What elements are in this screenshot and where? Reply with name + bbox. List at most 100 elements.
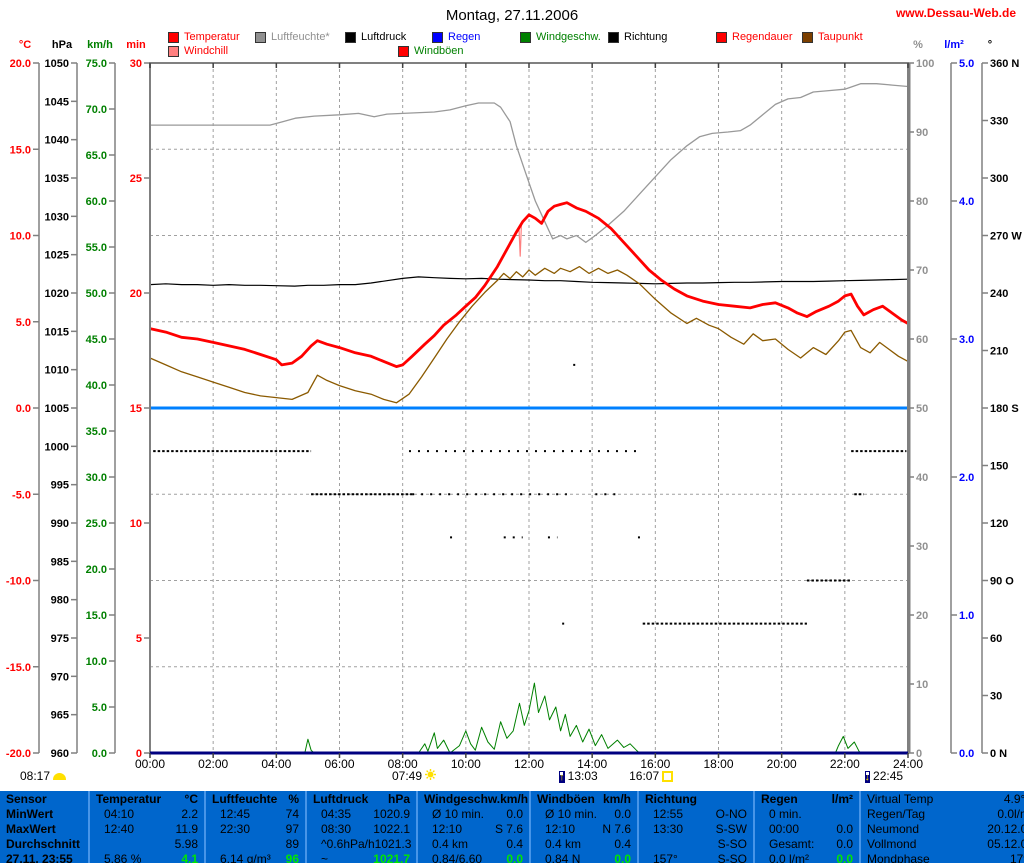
cell-time: 0 min. <box>769 806 802 821</box>
svg-text:60.0: 60.0 <box>86 196 107 208</box>
svg-text:10: 10 <box>130 518 142 530</box>
svg-text:10: 10 <box>916 679 928 691</box>
col-header: Temperatur <box>96 791 162 806</box>
sky-marker-0817: 08:17 <box>20 769 69 783</box>
page-title: Montag, 27.11.2006 <box>445 7 579 24</box>
row-label: 27.11. 23:55 <box>6 851 73 863</box>
legend-label: Luftfeuchte* <box>271 31 330 43</box>
svg-text:2.0: 2.0 <box>959 472 974 484</box>
col-header: Windgeschw.km/h <box>424 791 529 806</box>
cell-value: 2.2 <box>181 806 198 821</box>
x-tick-label: 06:00 <box>324 757 354 771</box>
col-unit: hPa <box>387 791 410 806</box>
legend-item-windchill: Windchill <box>168 45 228 57</box>
legend-swatch-icon <box>716 31 727 43</box>
wind-direction-dots <box>153 363 907 625</box>
moon-dome-icon <box>53 772 67 780</box>
cell-value: S 7.6 <box>494 821 523 836</box>
x-tick-label: 12:00 <box>514 757 544 771</box>
weather-chart: -20.0 -15.0 -10.0 -5.0 0.0 5.0 10.0 15.0 20.0 °C 9… <box>6 39 1022 771</box>
series-temperatur <box>149 201 909 369</box>
svg-text:0.0: 0.0 <box>16 403 31 415</box>
svg-text:1020: 1020 <box>45 288 69 300</box>
col-header: Windböen <box>537 791 595 806</box>
x-tick-label: 16:00 <box>640 757 670 771</box>
cell-value: 0.0 <box>836 821 853 836</box>
axis-unit-humidity: % <box>913 39 923 51</box>
cell-time: 6.14 g/m³ <box>220 851 271 863</box>
svg-text:3.0: 3.0 <box>959 334 974 346</box>
legend-swatch-icon <box>432 31 443 43</box>
svg-text:25.0: 25.0 <box>86 518 107 530</box>
svg-text:5.0: 5.0 <box>959 58 974 70</box>
info-label: Mondphase <box>867 851 930 863</box>
legend-swatch-icon <box>398 45 409 57</box>
cell-value: 1021.7 <box>373 851 410 863</box>
cell-time: 12:10 <box>432 821 463 836</box>
legend-label: Taupunkt <box>818 31 863 43</box>
svg-text:30: 30 <box>916 541 928 553</box>
svg-text:180 S: 180 S <box>990 403 1019 415</box>
svg-text:330: 330 <box>990 116 1008 128</box>
cell-value: 0.0 <box>836 851 853 863</box>
svg-text:30: 30 <box>990 691 1002 703</box>
svg-text:1010: 1010 <box>45 365 69 377</box>
legend-item-temperatur: Temperatur <box>168 31 240 43</box>
svg-text:1030: 1030 <box>45 211 69 223</box>
svg-text:20: 20 <box>130 288 142 300</box>
cell-value: S-SO <box>717 836 747 851</box>
svg-text:-15.0: -15.0 <box>6 662 31 674</box>
col-unit: l/m² <box>831 791 853 806</box>
svg-text:15: 15 <box>130 403 142 415</box>
cell-time: 00:00 <box>769 821 800 836</box>
moonset-flag-icon: ↓ <box>864 770 871 783</box>
svg-text:25: 25 <box>130 173 142 185</box>
svg-text:1050: 1050 <box>45 58 69 70</box>
axis-unit-rainduration: min <box>126 39 146 51</box>
cell-time: 13:30 <box>653 821 684 836</box>
chart-legend-row-2: Windchill Windböen <box>0 45 1024 58</box>
x-tick-label: 14:00 <box>577 757 607 771</box>
cell-value: 4.1 <box>181 851 198 863</box>
sky-marker-2245: ↓ 22:45 <box>862 769 904 783</box>
x-tick-label: 02:00 <box>198 757 228 771</box>
svg-text:970: 970 <box>51 671 69 683</box>
sun-moon-marker-row: 08:17 07:49 ↑ 13:03 16:07 ↓ 22:45 <box>0 769 1024 785</box>
axis-unit-temp: °C <box>19 39 31 51</box>
x-tick-label: 00:00 <box>135 757 165 771</box>
legend-item-windböen: Windböen <box>398 45 464 57</box>
sky-marker-0749: 07:49 <box>392 769 439 783</box>
svg-text:50: 50 <box>916 403 928 415</box>
legend-label: Windböen <box>414 45 464 57</box>
sky-marker-1607: 16:07 <box>629 769 676 783</box>
x-tick-label: 24:00 <box>893 757 923 771</box>
cell-value: 89 <box>285 836 299 851</box>
svg-text:70: 70 <box>916 265 928 277</box>
legend-label: Richtung <box>624 31 668 43</box>
cell-value: 11.9 <box>175 821 198 836</box>
cell-time: 157° <box>653 851 678 863</box>
sky-marker-time: 22:45 <box>873 769 904 783</box>
cell-value: 1020.9 <box>373 806 410 821</box>
daily-stats-table: Sensor MinWert MaxWert Durchschnitt 27.11. 2… <box>0 791 1024 863</box>
svg-text:0 N: 0 N <box>990 748 1007 760</box>
site-link[interactable]: www.Dessau-Web.de <box>895 6 1016 20</box>
cell-time: 0.0 l/m² <box>769 851 810 863</box>
svg-text:100: 100 <box>916 58 934 70</box>
row-label: Sensor <box>6 791 47 806</box>
svg-text:120: 120 <box>990 518 1008 530</box>
cell-time: 0.84 N <box>545 851 581 863</box>
svg-text:70.0: 70.0 <box>86 104 107 116</box>
cell-time: 0.4 km <box>432 836 469 851</box>
legend-item-regendauer: Regendauer <box>716 31 793 43</box>
svg-text:0.0: 0.0 <box>92 748 107 760</box>
cell-value: 0.4 <box>614 836 631 851</box>
svg-text:0: 0 <box>136 748 142 760</box>
cell-value: 0.0 <box>506 851 523 863</box>
svg-text:1.0: 1.0 <box>959 610 974 622</box>
series-luftfeuchte <box>150 83 909 244</box>
svg-text:965: 965 <box>51 710 69 722</box>
svg-text:15.0: 15.0 <box>10 144 31 156</box>
svg-text:990: 990 <box>51 518 69 530</box>
